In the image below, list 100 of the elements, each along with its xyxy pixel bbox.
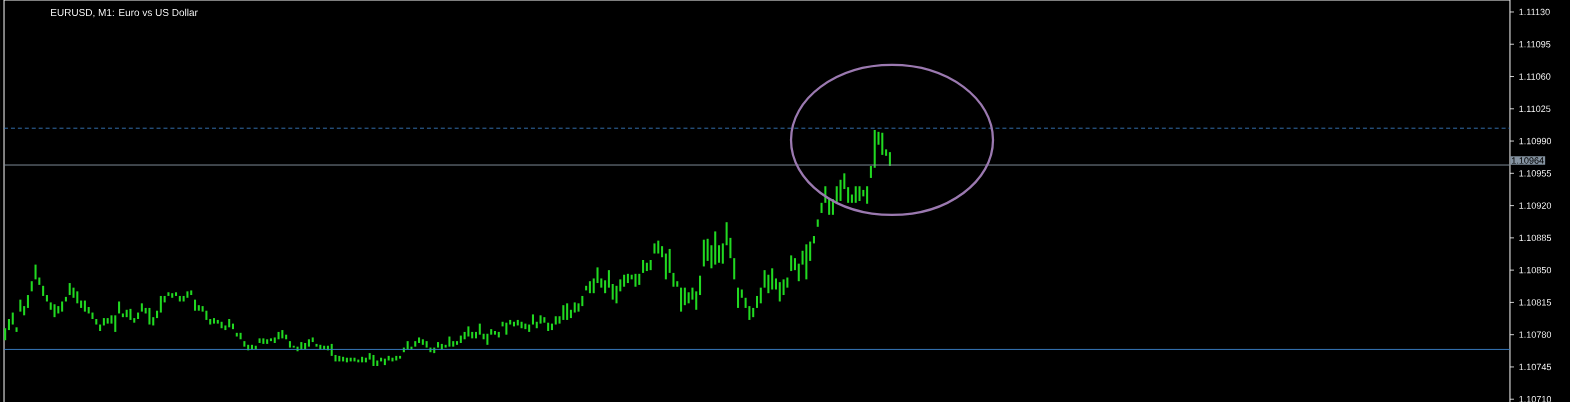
bar: [421, 339, 424, 345]
bar: [657, 240, 660, 254]
bar: [137, 312, 140, 320]
bar: [87, 307, 90, 314]
bar: [99, 324, 102, 331]
bar: [353, 357, 356, 362]
bar: [193, 299, 197, 311]
bar: [562, 305, 565, 320]
bar: [774, 278, 778, 290]
bar: [175, 292, 178, 296]
bar: [680, 287, 683, 312]
bar: [672, 272, 675, 287]
bar: [790, 255, 793, 272]
y-tick-label: 1.11060: [1519, 73, 1551, 80]
bar: [554, 316, 557, 325]
bar: [687, 292, 690, 304]
bar: [228, 319, 231, 328]
bar: [156, 310, 159, 319]
bar: [23, 306, 26, 316]
bar: [212, 318, 216, 324]
bar: [277, 331, 280, 340]
bar: [121, 313, 124, 318]
y-tick-label: 1.10815: [1519, 299, 1552, 306]
bar: [315, 343, 318, 347]
bar: [57, 306, 60, 314]
bar: [418, 337, 421, 343]
bar: [288, 341, 291, 348]
bar: [740, 289, 743, 298]
bar: [847, 187, 850, 203]
bar: [7, 319, 10, 331]
bar: [539, 315, 542, 324]
bar: [68, 283, 71, 296]
y-tick-label: 1.11130: [1519, 8, 1550, 16]
bar: [645, 262, 648, 272]
bar: [383, 358, 386, 366]
bar: [714, 231, 717, 265]
bar: [159, 295, 162, 313]
bar: [118, 301, 121, 314]
bar: [216, 319, 219, 324]
bar: [505, 322, 508, 335]
bar: [835, 186, 838, 203]
bar: [220, 321, 223, 329]
bar: [490, 329, 493, 335]
bar: [736, 287, 740, 308]
bar: [642, 260, 645, 273]
bar: [307, 339, 310, 347]
bar: [854, 186, 857, 203]
bar: [524, 323, 527, 330]
bar: [653, 243, 656, 254]
bar: [869, 165, 872, 178]
bar: [114, 315, 117, 332]
bar: [520, 321, 523, 329]
bar: [550, 323, 553, 331]
bar: [83, 300, 86, 312]
bar: [42, 285, 45, 296]
bar: [493, 330, 497, 335]
bar: [239, 332, 242, 340]
bar: [171, 293, 174, 298]
bar: [19, 299, 22, 312]
bar: [80, 300, 83, 308]
bar: [190, 290, 193, 296]
bar: [531, 314, 534, 325]
bar: [178, 295, 181, 302]
ref-line-label: 1.10964: [1511, 157, 1544, 164]
bar: [440, 343, 443, 350]
bar: [486, 333, 489, 345]
bar: [11, 312, 14, 325]
bar: [448, 336, 451, 347]
bar: [778, 282, 781, 302]
bar: [604, 280, 607, 294]
y-tick-label: 1.11025: [1519, 105, 1551, 112]
bar: [224, 325, 227, 331]
bar: [885, 149, 888, 156]
bar: [61, 301, 64, 312]
bar: [243, 341, 246, 347]
bar: [782, 279, 785, 296]
bar: [809, 241, 812, 261]
bar: [209, 319, 212, 325]
bar: [862, 189, 865, 197]
bar: [148, 307, 151, 325]
bar: [231, 323, 235, 330]
bar: [797, 263, 800, 282]
bar: [205, 310, 208, 320]
text: EURUSD, M1: Euro vs US Dollar: [51, 8, 198, 18]
bar: [372, 354, 375, 367]
bar: [26, 295, 29, 308]
bar: [474, 331, 478, 339]
y-tick-label: 1.10990: [1519, 137, 1552, 145]
bar: [881, 132, 884, 155]
bar: [573, 302, 576, 313]
bar: [752, 307, 755, 318]
y-tick-label: 1.10850: [1519, 266, 1552, 274]
bar: [300, 342, 303, 350]
bar: [262, 338, 265, 344]
bar: [793, 258, 796, 271]
bar: [733, 258, 736, 280]
bar: [30, 281, 33, 292]
bar: [106, 318, 109, 324]
bar: [338, 355, 341, 362]
bar: [569, 309, 572, 319]
